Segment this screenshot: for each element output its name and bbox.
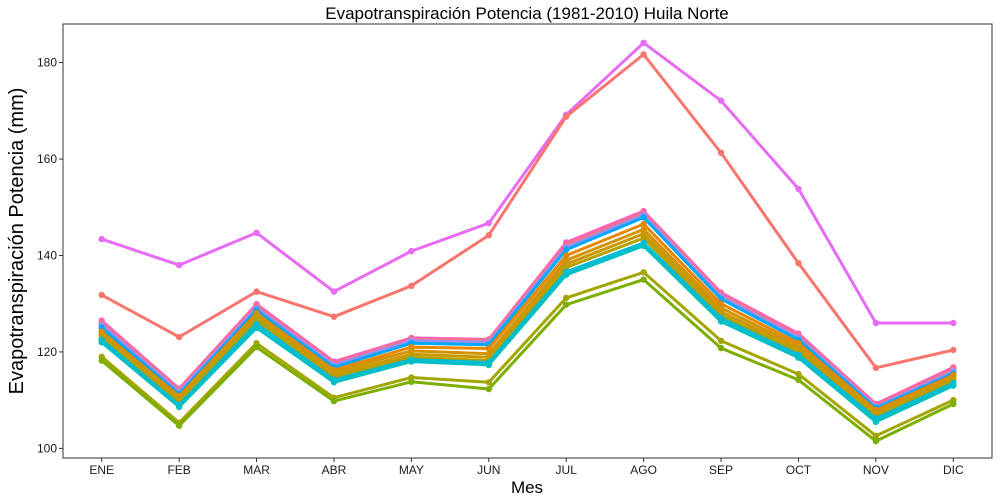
- data-point: [98, 291, 105, 299]
- y-axis-title: Evapotranspiración Potencia (mm): [6, 88, 28, 395]
- data-point: [872, 364, 880, 372]
- data-point: [98, 235, 105, 243]
- data-point: [872, 418, 880, 426]
- y-tick-label: 140: [37, 248, 57, 262]
- data-point: [175, 403, 183, 411]
- data-point: [640, 242, 647, 250]
- data-point: [795, 185, 802, 193]
- data-point: [872, 437, 880, 445]
- data-point: [717, 344, 725, 352]
- series-line: [100, 278, 955, 443]
- data-point: [330, 313, 338, 320]
- series-line: [100, 213, 955, 409]
- data-point: [950, 346, 957, 354]
- data-point: [640, 276, 647, 283]
- series-line: [100, 244, 955, 424]
- data-point: [872, 319, 880, 327]
- series-line: [100, 41, 955, 325]
- x-tick-label: FEB: [167, 463, 190, 477]
- data-point: [640, 39, 647, 47]
- series-line: [100, 270, 955, 438]
- data-point: [640, 51, 647, 58]
- x-tick-label: ENE: [89, 463, 114, 477]
- data-point: [563, 271, 570, 278]
- chart-title: Evapotranspiración Potencia (1981-2010) …: [325, 4, 729, 23]
- data-point: [717, 149, 725, 156]
- x-tick-label: ABR: [322, 463, 347, 477]
- x-tick-label: NOV: [863, 463, 889, 477]
- x-tick-label: DIC: [943, 463, 964, 477]
- data-point: [795, 259, 802, 267]
- data-point: [175, 261, 183, 269]
- y-tick-label: 160: [37, 152, 57, 166]
- x-tick-label: SEP: [709, 463, 733, 477]
- data-point: [98, 339, 105, 346]
- data-point: [408, 358, 415, 365]
- series-line: [100, 227, 955, 414]
- series-group: [98, 242, 957, 426]
- y-tick-label: 120: [37, 345, 57, 359]
- data-point: [253, 324, 260, 331]
- data-point: [253, 288, 260, 295]
- data-point: [485, 219, 492, 227]
- x-tick-label: OCT: [786, 463, 812, 477]
- data-point: [408, 247, 415, 255]
- data-point: [408, 282, 415, 290]
- data-point: [795, 354, 802, 361]
- series-line: [100, 52, 955, 370]
- series-group: [98, 214, 957, 412]
- x-axis-title: Mes: [511, 478, 543, 497]
- data-point: [872, 432, 880, 440]
- series-group: [98, 276, 957, 445]
- x-tick-label: JUN: [477, 463, 500, 477]
- data-point: [795, 376, 802, 384]
- data-point: [330, 379, 338, 386]
- data-point: [98, 357, 105, 364]
- series-group: [98, 269, 957, 440]
- x-tick-label: AGO: [630, 463, 657, 477]
- data-point: [175, 422, 183, 429]
- series-line: [100, 215, 955, 410]
- x-axis: ENE FEB MAR ABR MAY JUN JUL AGO SEP OCT NOV DIC: [89, 458, 964, 477]
- data-point: [717, 97, 725, 104]
- y-axis: 100 120 140 160 180: [37, 56, 63, 455]
- data-point: [485, 361, 492, 369]
- data-point: [563, 252, 570, 259]
- series-group: [98, 51, 957, 372]
- data-point: [717, 318, 725, 325]
- data-point: [408, 378, 415, 386]
- series-group: [98, 39, 957, 327]
- data-point: [330, 397, 338, 405]
- data-point: [640, 269, 647, 276]
- x-tick-label: MAR: [243, 463, 270, 477]
- series-layer: [98, 39, 957, 445]
- data-point: [253, 343, 260, 351]
- data-point: [950, 400, 957, 408]
- data-point: [485, 385, 492, 393]
- series-line: [100, 241, 955, 420]
- x-tick-label: MAY: [399, 463, 424, 477]
- data-point: [950, 382, 957, 389]
- series-line: [100, 236, 955, 418]
- data-point: [330, 288, 338, 295]
- data-point: [795, 370, 802, 378]
- data-point: [640, 234, 647, 242]
- data-point: [640, 214, 647, 221]
- data-point: [253, 229, 260, 237]
- data-point: [563, 301, 570, 308]
- y-tick-label: 180: [37, 56, 57, 70]
- data-point: [950, 319, 957, 327]
- data-point: [485, 379, 492, 386]
- data-point: [563, 294, 570, 302]
- data-point: [563, 246, 570, 253]
- data-point: [563, 113, 570, 120]
- data-point: [485, 232, 492, 239]
- data-point: [640, 220, 647, 228]
- x-tick-label: JUL: [556, 463, 578, 477]
- series-line: [100, 232, 955, 416]
- data-point: [175, 333, 183, 341]
- data-point: [717, 337, 725, 345]
- y-tick-label: 100: [37, 441, 57, 455]
